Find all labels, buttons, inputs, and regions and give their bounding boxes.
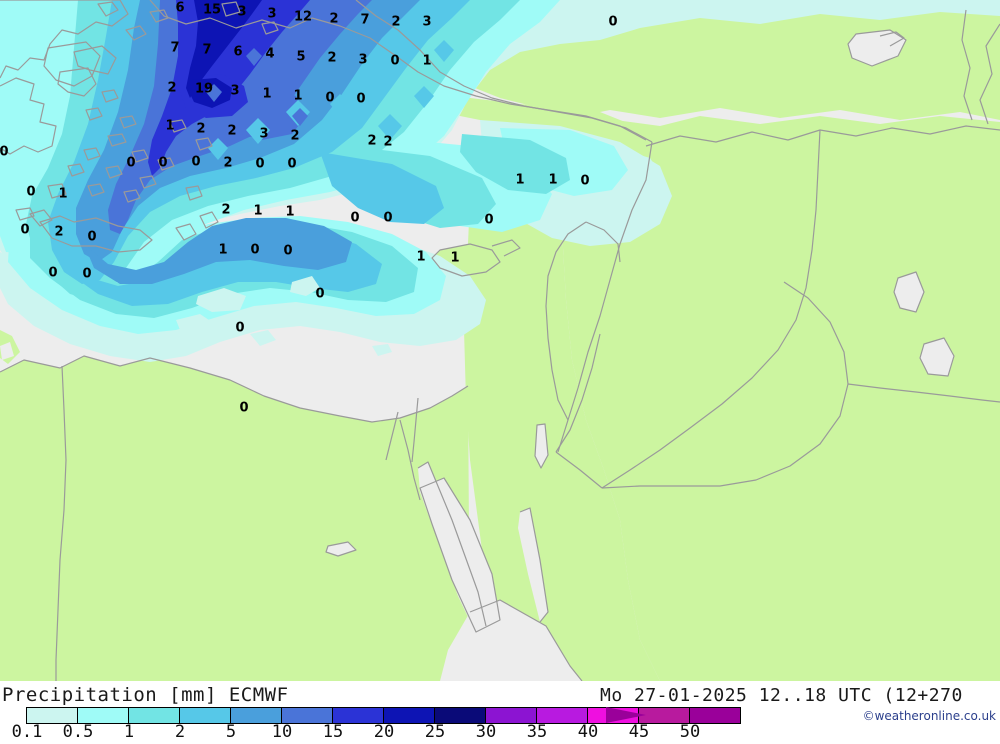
precipitation-map[interactable]: 6 15 3 3 12 2 7 2 3 0 7 7 6 4 5 2 3 0 1 2 19 3 1 1 0 0 1 2 2 3 2 2 0 0 0 0 2… [0,0,1000,681]
colorbar-tick-label: 5 [225,722,237,742]
colorbar-tick-label: 35 [526,722,548,742]
colorbar-swatch [77,708,128,723]
colorbar-swatch [332,708,383,723]
colorbar-tick-label: 50 [679,722,701,742]
forecast-datetime: Mo 27-01-2025 12..18 UTC (12+270 [600,685,963,706]
copyright-notice: ©weatheronline.co.uk [862,709,996,723]
colorbar-swatch [383,708,434,723]
colorbar-overflow-arrow [606,707,646,723]
map-graphics [0,0,1000,681]
inland-water [0,30,954,681]
colorbar-swatch [179,708,230,723]
colorbar-tick-label: 20 [373,722,395,742]
colorbar-swatch [689,708,740,723]
colorbar-tick-labels: 0.1 0.5 1 2 5 10 15 20 25 30 35 40 45 50 [0,722,701,744]
precip-cells-dark [206,48,308,126]
colorbar-swatch [230,708,281,723]
country-borders [0,0,1000,681]
colorbar-tick-label: 1 [123,722,135,742]
colorbar-swatch [27,708,77,723]
colorbar-swatch [128,708,179,723]
colorbar-tick-label: 30 [475,722,497,742]
colorbar-swatch [485,708,536,723]
colorbar-tick-label: 2 [174,722,186,742]
map-footer: Precipitation [mm] ECMWF Mo 27-01-2025 1… [0,681,1000,742]
colorbar-swatch [281,708,332,723]
colorbar-tick-label: 15 [322,722,344,742]
colorbar-tick-label: 0.1 [11,722,43,742]
colorbar-swatch [434,708,485,723]
colorbar-tick-label: 10 [271,722,293,742]
colorbar-tick-label: 25 [424,722,446,742]
precip-wisps [160,276,392,358]
colorbar-tick-label: 40 [577,722,599,742]
colorbar-tick-label: 0.5 [62,722,94,742]
colorbar-swatch [536,708,587,723]
colorbar-tick-label: 45 [628,722,650,742]
page-title: Precipitation [mm] ECMWF [2,684,289,706]
